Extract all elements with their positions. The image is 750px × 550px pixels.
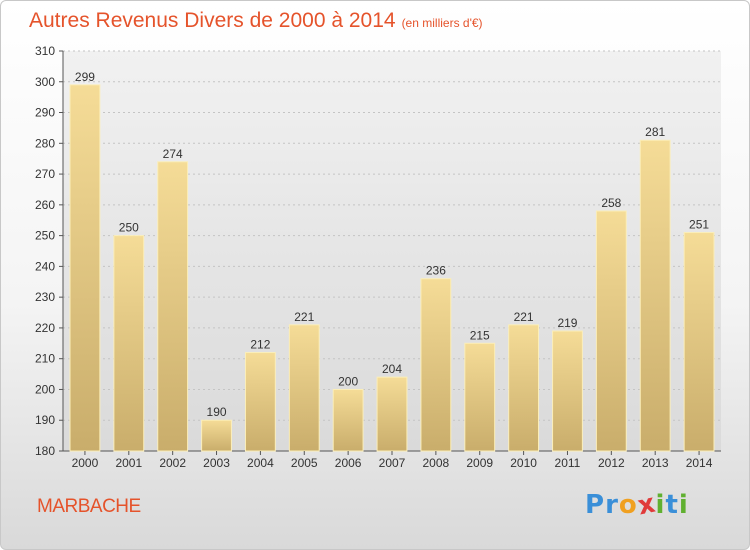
data-label: 204: [382, 362, 402, 376]
logo-letter: t: [665, 490, 679, 520]
bar: [113, 235, 145, 452]
data-label: 274: [163, 147, 183, 161]
commune-name: MARBACHE: [37, 496, 141, 517]
x-tick-label: 2012: [598, 456, 625, 470]
bar-chart: 180 190 200 210 220 230 240 250 260 270 280 290 300 3…: [35, 44, 721, 470]
x-tick-label: 2009: [466, 456, 493, 470]
y-tick-label: 290: [35, 106, 55, 120]
bar: [201, 419, 232, 452]
x-tick-label: 2004: [247, 456, 274, 470]
bar: [244, 352, 276, 452]
data-label: 190: [207, 405, 227, 419]
bar: [552, 330, 583, 452]
data-label: 221: [294, 310, 314, 324]
y-tick-label: 270: [35, 167, 55, 181]
data-label: 200: [338, 374, 358, 388]
x-tick-label: 2014: [686, 456, 713, 470]
bar: [464, 342, 496, 452]
x-tick-label: 2006: [335, 456, 362, 470]
data-label: 219: [557, 316, 577, 330]
x-tick-label: 2003: [203, 456, 230, 470]
y-tick-label: 250: [35, 229, 55, 243]
y-tick-label: 240: [35, 259, 55, 273]
y-tick-label: 220: [35, 321, 55, 335]
data-label: 251: [689, 218, 709, 232]
x-tick-label: 2001: [115, 456, 142, 470]
y-tick-label: 210: [35, 352, 55, 366]
chart-title: Autres Revenus Divers de 2000 à 2014 (en …: [29, 9, 483, 33]
y-tick-label: 300: [35, 75, 55, 89]
y-tick-label: 310: [35, 44, 55, 58]
y-tick-label: 180: [35, 444, 55, 458]
bar: [683, 232, 715, 452]
x-tick-label: 2013: [642, 456, 669, 470]
bar: [69, 84, 101, 452]
logo-letter: o: [618, 490, 638, 520]
logo-letter: r: [605, 490, 619, 520]
bar: [332, 388, 364, 452]
x-tick-label: 2005: [291, 456, 318, 470]
chart-title-text: Autres Revenus Divers de 2000 à 2014: [29, 9, 396, 32]
x-tick-label: 2011: [555, 456, 581, 470]
logo-letter: i: [655, 490, 666, 520]
bar: [595, 210, 627, 452]
bar: [288, 324, 320, 452]
data-label: 250: [119, 221, 139, 235]
data-label: 281: [645, 125, 665, 139]
bar: [639, 139, 671, 452]
y-tick-label: 280: [35, 136, 55, 150]
x-tick-label: 2000: [72, 456, 99, 470]
x-tick-label: 2002: [159, 456, 186, 470]
bar: [157, 161, 189, 452]
chart-subtitle: (en milliers d'€): [401, 16, 483, 30]
bar: [420, 278, 452, 452]
x-tick-label: 2010: [510, 456, 537, 470]
data-label: 221: [514, 310, 534, 324]
bar: [508, 324, 540, 452]
x-tick-label: 2007: [379, 456, 406, 470]
logo-letter: i: [678, 490, 689, 520]
y-tick-label: 230: [35, 290, 55, 304]
data-label: 299: [75, 70, 95, 84]
data-label: 215: [470, 328, 490, 342]
y-tick-label: 190: [35, 413, 55, 427]
y-tick-label: 200: [35, 382, 55, 396]
data-label: 212: [250, 338, 270, 352]
proxiti-logo: Proxiti: [585, 488, 689, 521]
data-label: 258: [601, 196, 621, 210]
y-tick-label: 260: [35, 198, 55, 212]
data-label: 236: [426, 264, 446, 278]
x-tick-label: 2008: [423, 456, 450, 470]
bar: [376, 376, 408, 452]
logo-letter: P: [585, 490, 606, 520]
